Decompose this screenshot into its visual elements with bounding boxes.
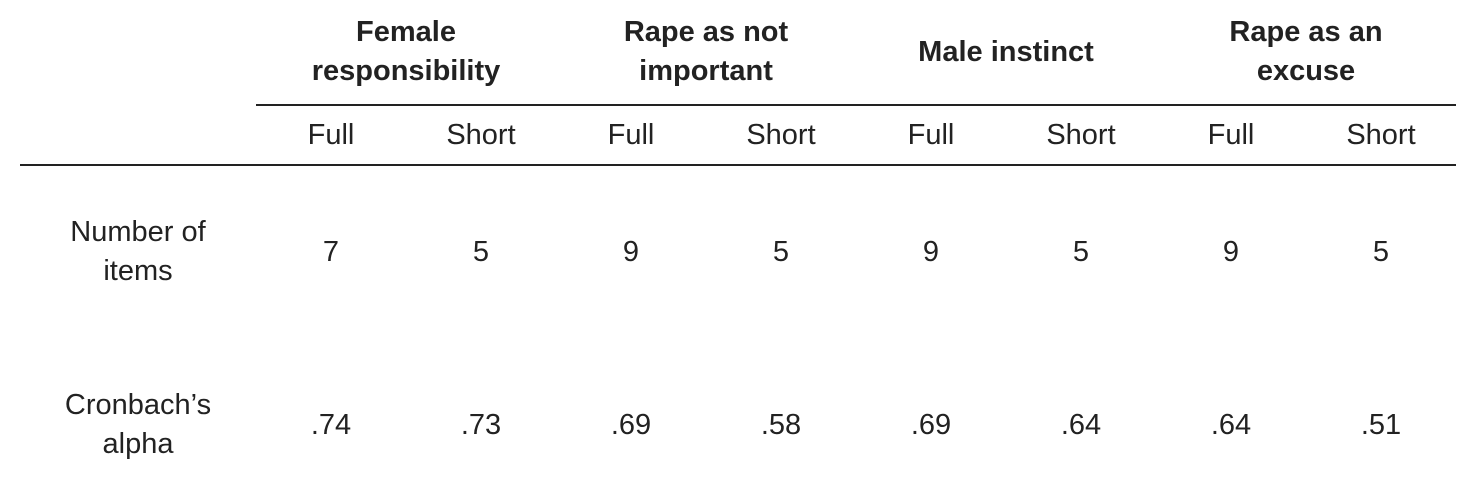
sub-header: Short [746,118,816,151]
cell-value: .69 [910,408,952,441]
row-label: Cronbach’s alpha [64,389,212,460]
sub-header: Full [307,118,355,151]
cell-value: 7 [322,235,340,268]
header-rule [20,164,1456,166]
sub-header: Short [1346,118,1416,151]
cell-value: 9 [1222,235,1240,268]
cell-value: 9 [922,235,940,268]
cell-value: .73 [460,408,502,441]
group-header: Female responsibility [311,16,501,87]
group-rule [256,104,1456,106]
row-label: Number of items [70,216,206,287]
cell-value: .51 [1360,408,1402,441]
cell-value: .74 [310,408,352,441]
cell-value: 5 [472,235,490,268]
cell-value: .58 [760,408,802,441]
sub-header: Short [1046,118,1116,151]
sub-header: Full [1207,118,1255,151]
cell-value: 5 [1372,235,1390,268]
cell-value: .64 [1060,408,1102,441]
cell-value: .64 [1210,408,1252,441]
cell-value: 9 [622,235,640,268]
group-header: Rape as not important [623,16,789,87]
group-header: Male instinct [918,35,1094,68]
cell-value: 5 [1072,235,1090,268]
sub-header: Full [607,118,655,151]
cell-value: .69 [610,408,652,441]
sub-header: Short [446,118,516,151]
sub-header: Full [907,118,955,151]
group-header: Rape as an excuse [1229,16,1383,87]
cell-value: 5 [772,235,790,268]
